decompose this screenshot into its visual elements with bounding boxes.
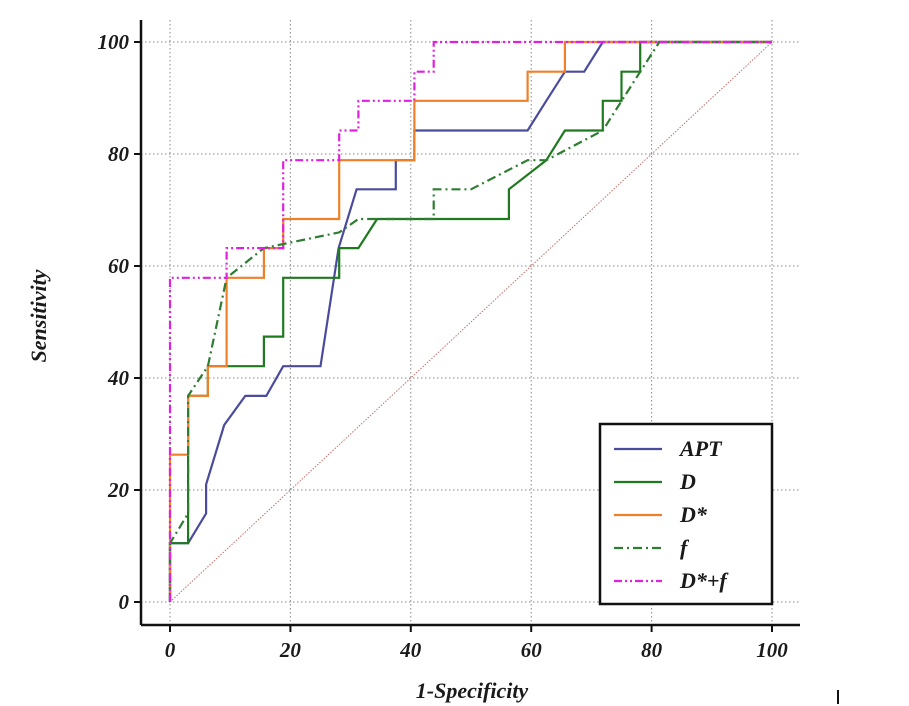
y-tick-label-4: 80 [108,142,130,166]
legend-label-4: D*+f [679,568,729,593]
y-tick-label-0: 0 [119,590,130,614]
x-tick-label-0: 0 [165,638,176,662]
y-axis-title: Sensitivity [26,269,51,362]
reference-diagonal-line [169,41,773,603]
axis-ticks: 0 20 40 60 80 100 0 20 40 60 80 100 [98,30,789,662]
legend-label-0: APT [678,436,723,461]
x-tick-label-5: 100 [756,638,788,662]
legend-items: APT D D* f D*+f [614,436,729,593]
y-tick-label-5: 100 [98,30,130,54]
series-line-d-f-4 [168,40,772,602]
legend-label-1: D [679,469,696,494]
y-tick-label-3: 60 [108,254,130,278]
legend-label-3: f [680,535,690,560]
y-tick-label-1: 20 [107,478,130,502]
series-line-f-3 [168,40,772,602]
legend-label-2: D* [679,502,708,527]
x-tick-label-4: 80 [641,638,663,662]
series-line-apt-0 [168,40,772,602]
series-lines [168,40,772,602]
y-tick-label-2: 40 [107,366,130,390]
x-tick-label-3: 60 [521,638,543,662]
x-axis-title: 1-Specificity [416,678,529,703]
reference-diagonal-group [169,41,773,603]
legend: APT D D* f D*+f [598,422,774,606]
x-tick-label-2: 40 [399,638,422,662]
x-tick-label-1: 20 [279,638,302,662]
